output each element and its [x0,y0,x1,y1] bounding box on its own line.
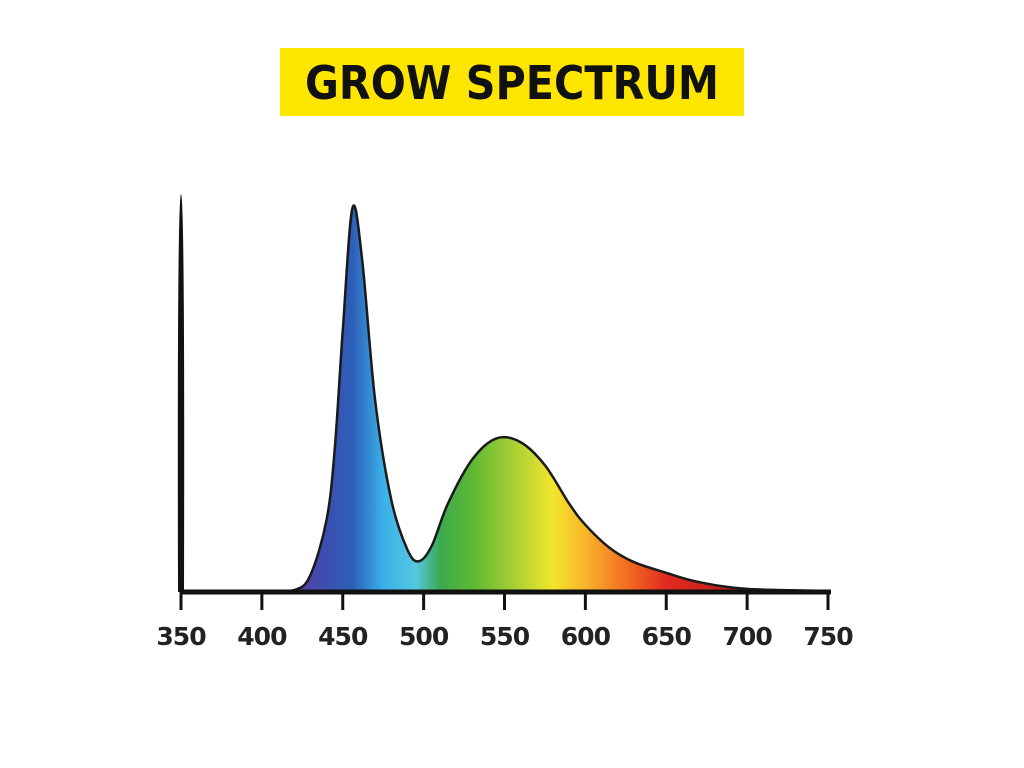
x-tick-label: 600 [561,622,611,651]
y-axis [177,194,185,592]
plot: 350 400 450 500 550 600 650 700 750 [156,194,854,651]
x-tick-label: 550 [480,622,530,651]
chart-title: GROW SPECTRUM [305,56,719,110]
title-box [280,48,744,116]
x-tick-label: 650 [642,622,692,651]
spectrum-area [181,205,828,593]
x-tick-label: 400 [237,622,287,651]
x-tick-label: 700 [723,622,773,651]
x-tick-label: 750 [803,622,853,651]
x-tick-label: 450 [318,622,368,651]
spectrum-line [181,204,829,594]
x-tick-label: 500 [399,622,449,651]
x-tick-label: 350 [156,622,206,651]
